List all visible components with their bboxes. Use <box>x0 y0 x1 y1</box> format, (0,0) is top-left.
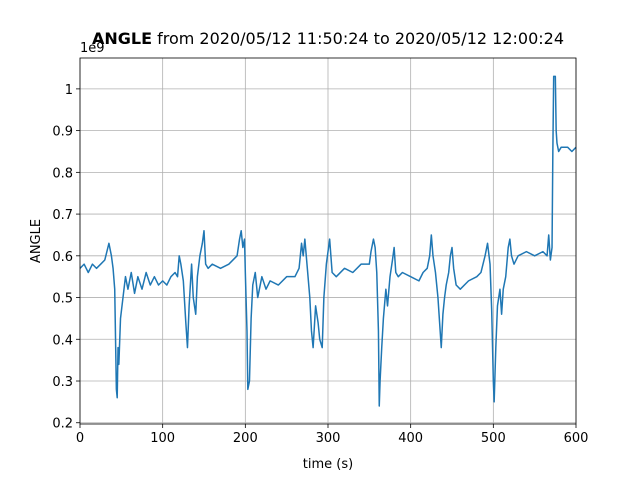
chart-title: ANGLE from 2020/05/12 11:50:24 to 2020/0… <box>92 29 564 48</box>
x-tick-label: 100 <box>150 431 175 446</box>
x-tick-label: 0 <box>76 431 84 446</box>
y-tick-label: 0.5 <box>52 292 73 307</box>
title-rest: from 2020/05/12 11:50:24 to 2020/05/12 1… <box>157 29 564 48</box>
y-tick-label: 0.8 <box>52 166 73 181</box>
plot-area <box>79 58 577 424</box>
y-tick-label: 0.7 <box>52 208 73 223</box>
title-bold: ANGLE <box>92 29 152 48</box>
y-tick-label: 0.4 <box>52 333 73 348</box>
y-tick-label: 0.9 <box>52 125 73 140</box>
x-tick-label: 300 <box>316 431 341 446</box>
y-offset-label: 1e9 <box>80 41 105 56</box>
x-tick-label: 600 <box>564 431 589 446</box>
y-tick-label: 0.3 <box>52 375 73 390</box>
y-tick-label: 1 <box>65 83 73 98</box>
y-tick-label: 0.2 <box>52 417 73 432</box>
y-tick-label: 0.6 <box>52 250 73 265</box>
x-tick-label: 400 <box>398 431 423 446</box>
data-line <box>79 75 577 407</box>
x-tick-label: 500 <box>481 431 506 446</box>
x-tick-label: 200 <box>233 431 258 446</box>
y-axis-label: ANGLE <box>29 219 44 263</box>
x-axis-label: time (s) <box>303 457 353 472</box>
